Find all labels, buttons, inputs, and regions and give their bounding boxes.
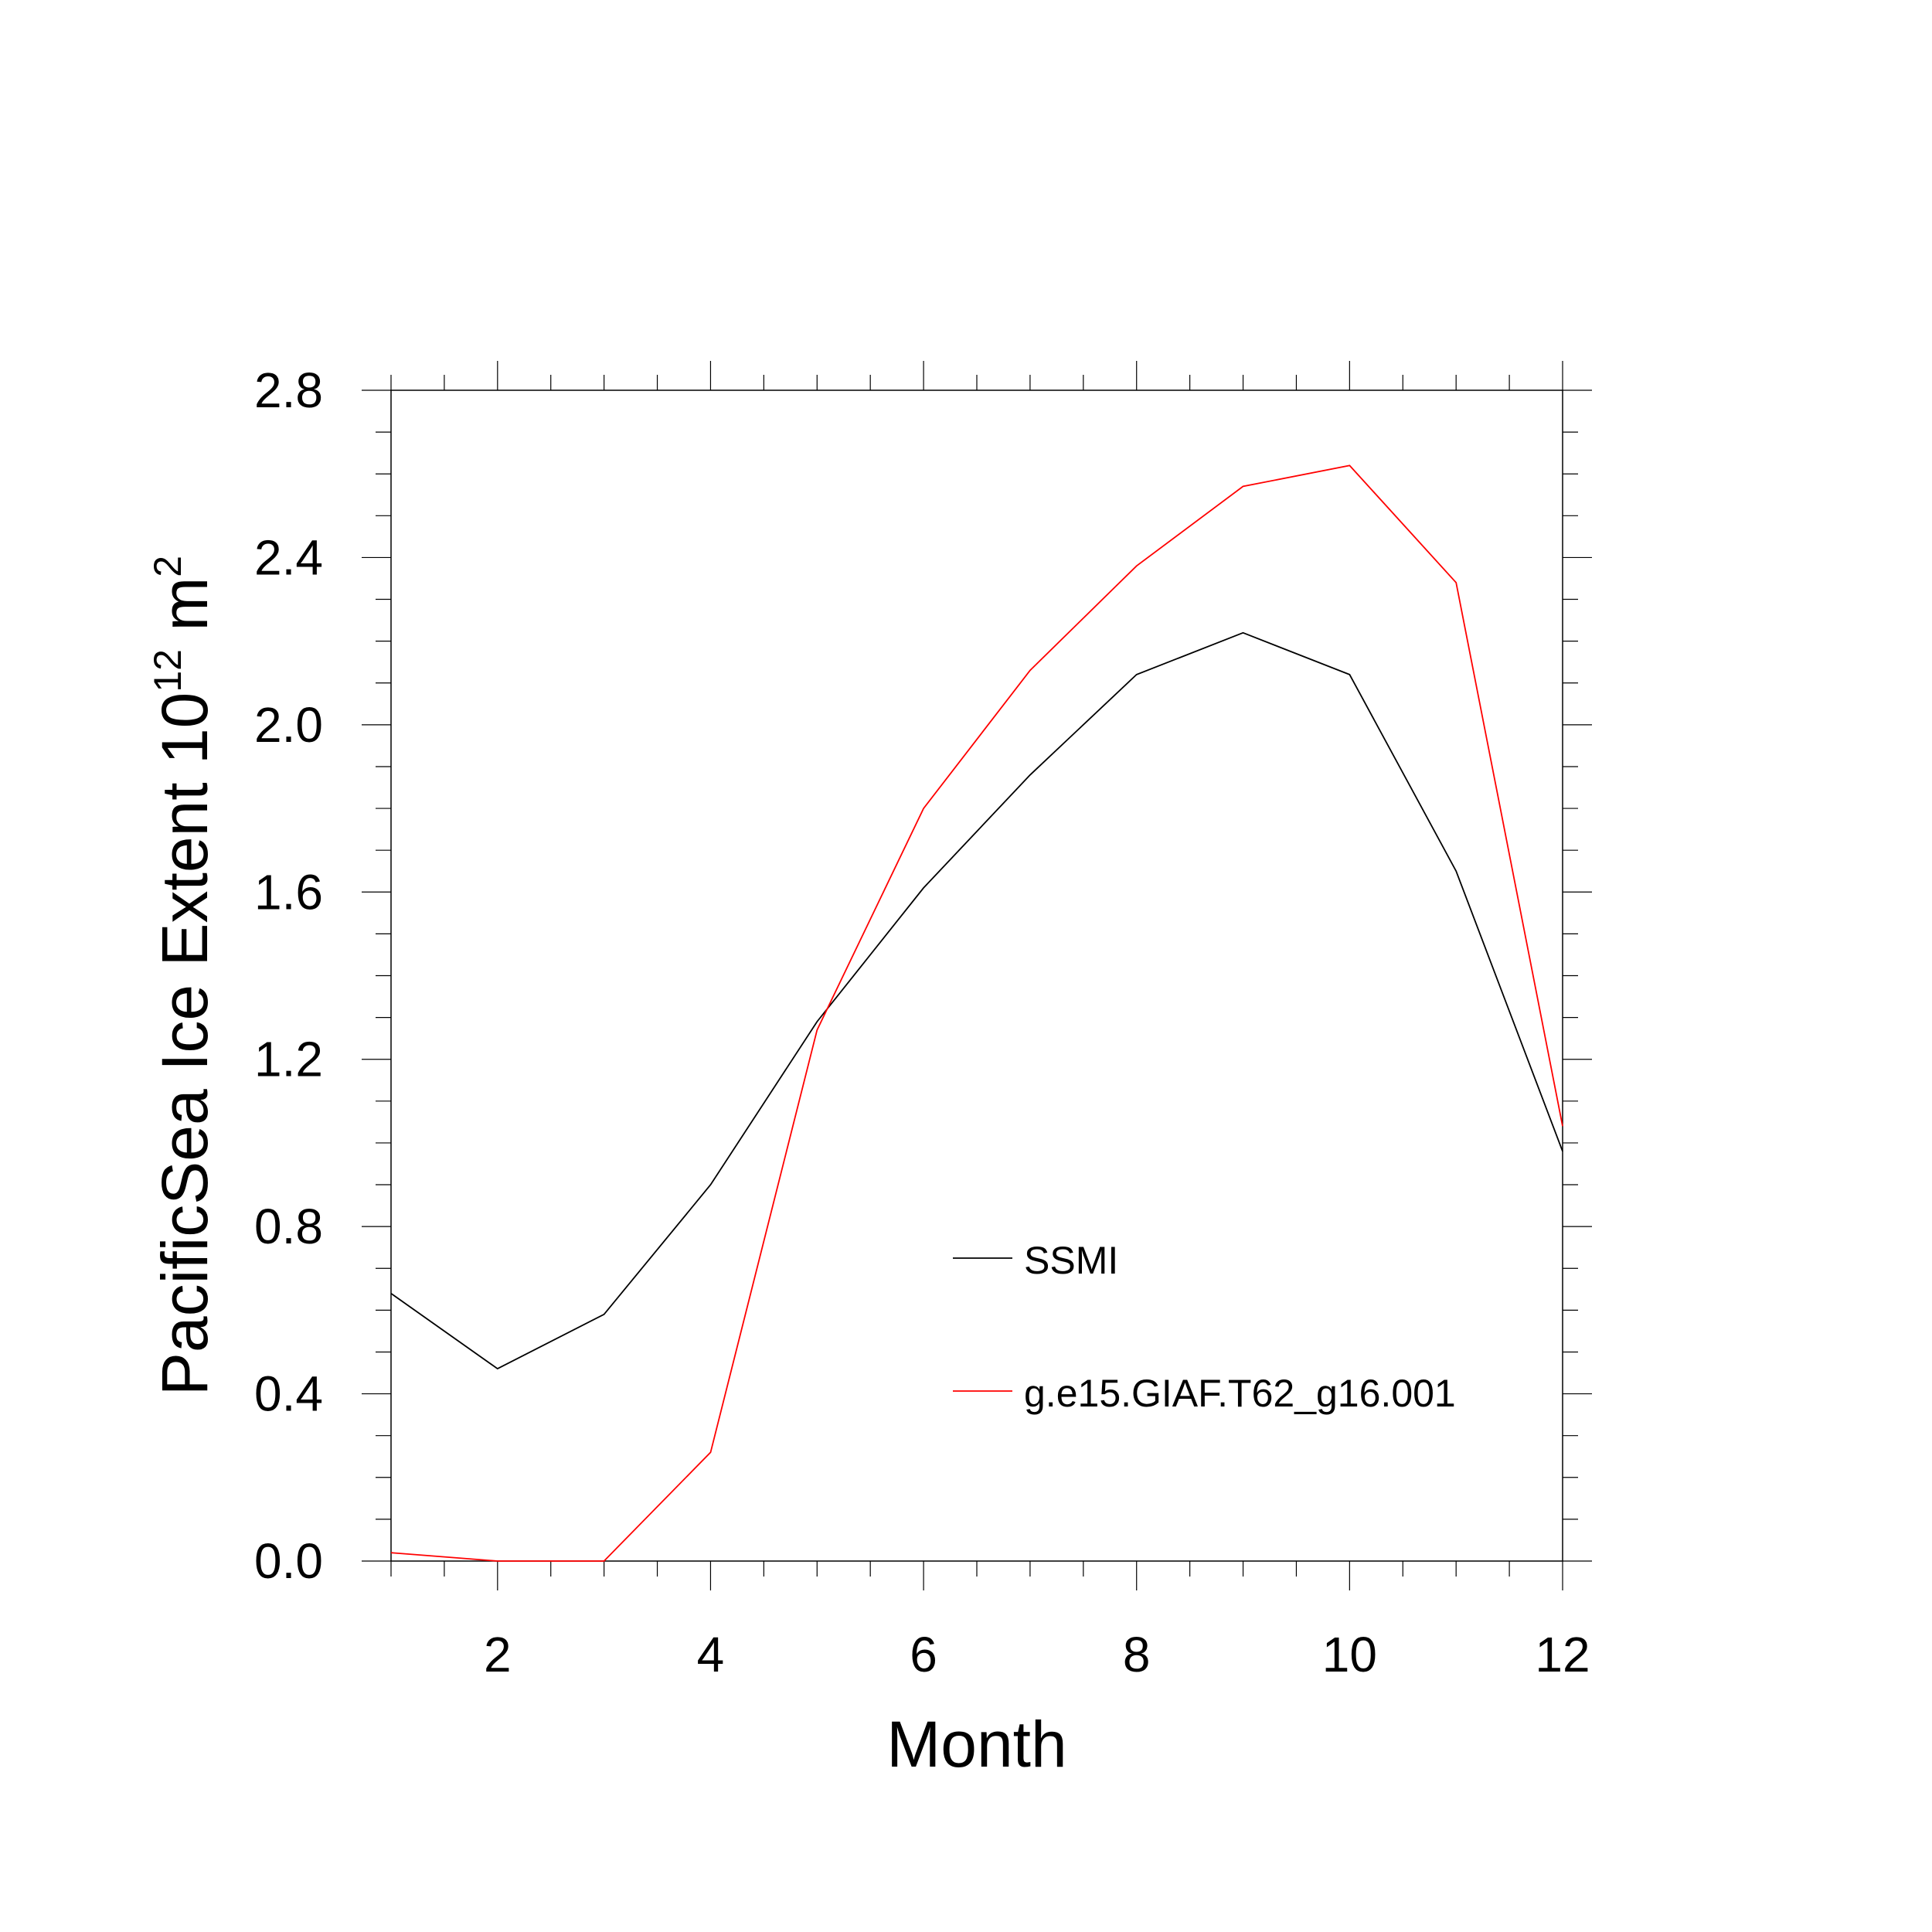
y-axis-label-unit: m: [148, 577, 221, 649]
x-tick-label: 10: [1322, 1627, 1377, 1682]
y-tick-label: 2.4: [254, 529, 323, 585]
y-tick-label: 0.4: [254, 1366, 323, 1422]
series-line-model: [390, 464, 1563, 1562]
tick-labels: 2 4 6 8 10 12 0.0 0.4 0.8 1.2 1.6 2.0 2.4 2.8: [254, 362, 1590, 1682]
x-tick-label: 8: [1123, 1627, 1151, 1682]
y-tick-label: 0.8: [254, 1199, 323, 1254]
y-tick-label: 2.8: [254, 362, 323, 418]
y-tick-label: 1.6: [254, 864, 323, 920]
y-tick-label: 2.0: [254, 697, 323, 753]
x-tick-label: 2: [484, 1627, 512, 1682]
y-axis-label-main: PacificSea Ice Extent 10: [148, 692, 221, 1396]
x-tick-label: 12: [1535, 1627, 1590, 1682]
legend: SSMI g.e15.GIAF.T62_g16.001: [953, 1239, 1456, 1415]
axis-ticks: [362, 361, 1592, 1590]
plot-frame: [390, 389, 1563, 1562]
series-line-ssmi: [390, 631, 1563, 1370]
y-tick-label: 1.2: [254, 1032, 323, 1087]
legend-label: g.e15.GIAF.T62_g16.001: [1024, 1372, 1456, 1415]
legend-label: SSMI: [1024, 1239, 1118, 1282]
y-tick-label: 0.0: [254, 1533, 323, 1589]
y-axis-label: PacificSea Ice Extent 1012 m2: [146, 556, 221, 1396]
series-lines: [390, 464, 1563, 1562]
x-tick-label: 6: [910, 1627, 937, 1682]
x-tick-label: 4: [697, 1627, 725, 1682]
y-axis-label-unit-exponent: 2: [146, 556, 189, 577]
y-axis-label-exponent: 12: [146, 649, 189, 692]
x-axis-label: Month: [886, 1708, 1066, 1781]
